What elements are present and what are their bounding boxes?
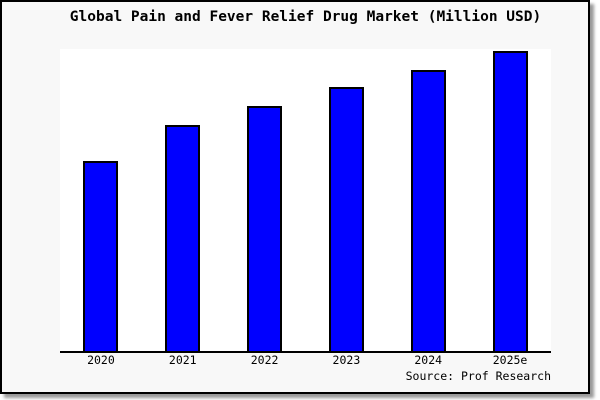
x-tick-label: 2020 — [87, 353, 115, 367]
bar-2025e — [492, 51, 528, 351]
bar-2020 — [83, 161, 119, 351]
bar-2021 — [165, 125, 201, 351]
x-tick-label: 2022 — [250, 353, 279, 367]
bar-slot — [469, 49, 551, 351]
bar-slot — [387, 49, 469, 351]
bar-2022 — [247, 106, 283, 351]
chart-panel: Global Pain and Fever Relief Drug Market… — [0, 0, 590, 394]
x-tick-label: 2021 — [168, 353, 197, 367]
chart-title: Global Pain and Fever Relief Drug Market… — [69, 9, 542, 25]
x-tick-label: 2023 — [332, 353, 361, 367]
x-axis-labels: 2020 2021 2022 2023 2024 2025e — [60, 353, 551, 368]
bar-slot — [305, 49, 387, 351]
bar-slot — [142, 49, 224, 351]
x-tick-label: 2024 — [414, 353, 443, 367]
source-caption: Source: Prof Research — [405, 369, 551, 383]
bar-2023 — [328, 87, 364, 351]
bar-slot — [224, 49, 306, 351]
x-tick-label: 2025e — [492, 353, 528, 367]
bar-2024 — [410, 70, 446, 351]
bar-slot — [60, 49, 142, 351]
plot-area — [60, 49, 551, 353]
